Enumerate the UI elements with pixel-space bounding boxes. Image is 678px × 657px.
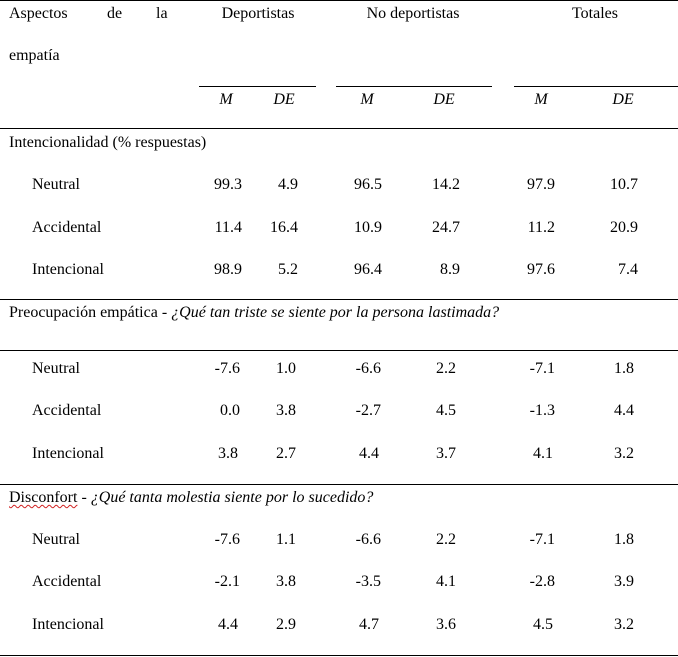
cell-totales-m: -7.1 (529, 360, 555, 377)
row-label-intencional: Intencional (32, 616, 104, 633)
cell-deportistas-de: 5.2 (278, 261, 298, 278)
cell-no-deportistas-m: 10.9 (354, 219, 382, 236)
cell-totales-de: 3.9 (614, 573, 634, 590)
section-title-intencionalidad: Intencionalidad (% respuestas) (9, 134, 207, 151)
cell-no-deportistas-de: 24.7 (432, 219, 460, 236)
cell-totales-m: 97.6 (527, 261, 555, 278)
row-label-neutral: Neutral (32, 360, 80, 377)
cell-totales-de: 3.2 (614, 445, 634, 462)
cell-deportistas-m: 3.8 (218, 445, 238, 462)
header-group-rule-totales (514, 86, 678, 87)
cell-totales-m: -1.3 (529, 402, 555, 419)
cell-no-deportistas-de: 4.1 (436, 573, 456, 590)
header-word-la: la (156, 5, 168, 22)
cell-no-deportistas-m: 4.4 (359, 445, 379, 462)
cell-totales-de: 1.8 (614, 360, 634, 377)
cell-totales-de: 3.2 (614, 616, 634, 633)
cell-no-deportistas-de: 4.5 (436, 402, 456, 419)
row-label-intencional: Intencional (32, 261, 104, 278)
header-group-totales: Totales (572, 5, 618, 22)
header-group-rule-no-deportistas (336, 86, 492, 87)
header-word-aspectos: Aspectos (9, 5, 68, 22)
cell-totales-m: -2.8 (529, 573, 555, 590)
section-title-text: Preocupación empática - (9, 304, 172, 321)
cell-no-deportistas-de: 3.6 (436, 616, 456, 633)
cell-no-deportistas-m: -2.7 (355, 402, 381, 419)
cell-no-deportistas-de: 14.2 (432, 176, 460, 193)
cell-no-deportistas-m: -3.5 (355, 573, 381, 590)
cell-deportistas-m: 99.3 (214, 176, 242, 193)
section-rule (0, 484, 678, 485)
cell-totales-de: 1.8 (614, 531, 634, 548)
cell-totales-de: 10.7 (610, 176, 638, 193)
table-top-rule (0, 0, 678, 1)
cell-deportistas-de: 1.1 (276, 531, 296, 548)
section-title-separator: - (77, 489, 91, 506)
cell-totales-m: 4.5 (533, 616, 553, 633)
section-title-text: Disconfort (9, 489, 78, 506)
section-question: ¿Qué tan triste se siente por la persona… (171, 304, 500, 321)
cell-deportistas-m: -7.6 (214, 531, 240, 548)
cell-no-deportistas-de: 3.7 (436, 445, 456, 462)
cell-deportistas-de: 16.4 (270, 219, 298, 236)
header-bottom-rule (0, 128, 678, 129)
section-question: ¿Qué tanta molestia siente por lo sucedi… (90, 489, 374, 506)
header-word-empatia: empatía (9, 47, 60, 64)
cell-no-deportistas-m: -6.6 (355, 360, 381, 377)
header-group-no-deportistas: No deportistas (366, 5, 460, 22)
cell-deportistas-m: -2.1 (214, 573, 240, 590)
header-stat-de: DE (433, 91, 455, 108)
cell-totales-de: 4.4 (614, 402, 634, 419)
cell-totales-de: 20.9 (610, 219, 638, 236)
section-title-disconfort: Disconfort - ¿Qué tanta molestia siente … (9, 489, 373, 507)
cell-deportistas-m: 4.4 (218, 616, 238, 633)
section-title-preocupacion: Preocupación empática - ¿Qué tan triste … (9, 304, 499, 322)
row-label-accidental: Accidental (32, 219, 102, 236)
header-group-deportistas: Deportistas (221, 5, 295, 22)
header-stat-m: M (534, 91, 548, 108)
header-stat-m: M (219, 91, 233, 108)
cell-totales-m: -7.1 (529, 531, 555, 548)
row-label-accidental: Accidental (32, 573, 102, 590)
row-label-accidental: Accidental (32, 402, 102, 419)
cell-deportistas-m: 0.0 (220, 402, 240, 419)
section-subrule (0, 350, 678, 351)
cell-deportistas-de: 3.8 (276, 402, 296, 419)
cell-deportistas-m: 11.4 (214, 219, 242, 236)
cell-no-deportistas-de: 2.2 (436, 360, 456, 377)
cell-deportistas-m: 98.9 (214, 261, 242, 278)
cell-no-deportistas-m: 96.4 (354, 261, 382, 278)
cell-no-deportistas-m: -6.6 (355, 531, 381, 548)
cell-deportistas-de: 4.9 (278, 176, 298, 193)
header-word-de: de (107, 5, 123, 22)
cell-deportistas-de: 1.0 (276, 360, 296, 377)
cell-totales-m: 97.9 (527, 176, 555, 193)
cell-totales-de: 7.4 (618, 261, 638, 278)
cell-no-deportistas-m: 4.7 (359, 616, 379, 633)
row-label-neutral: Neutral (32, 176, 80, 193)
row-label-intencional: Intencional (32, 445, 104, 462)
cell-deportistas-de: 2.7 (276, 445, 296, 462)
cell-no-deportistas-de: 8.9 (440, 261, 460, 278)
section-rule (0, 299, 678, 300)
cell-no-deportistas-de: 2.2 (436, 531, 456, 548)
header-stat-de: DE (273, 91, 295, 108)
row-label-neutral: Neutral (32, 531, 80, 548)
header-stat-m: M (360, 91, 374, 108)
cell-deportistas-de: 2.9 (276, 616, 296, 633)
cell-totales-m: 4.1 (533, 445, 553, 462)
cell-deportistas-de: 3.8 (276, 573, 296, 590)
header-group-rule-deportistas (199, 86, 316, 87)
table-bottom-rule (0, 655, 678, 656)
cell-no-deportistas-m: 96.5 (354, 176, 382, 193)
header-stat-de: DE (612, 91, 634, 108)
cell-totales-m: 11.2 (527, 219, 555, 236)
cell-deportistas-m: -7.6 (214, 360, 240, 377)
